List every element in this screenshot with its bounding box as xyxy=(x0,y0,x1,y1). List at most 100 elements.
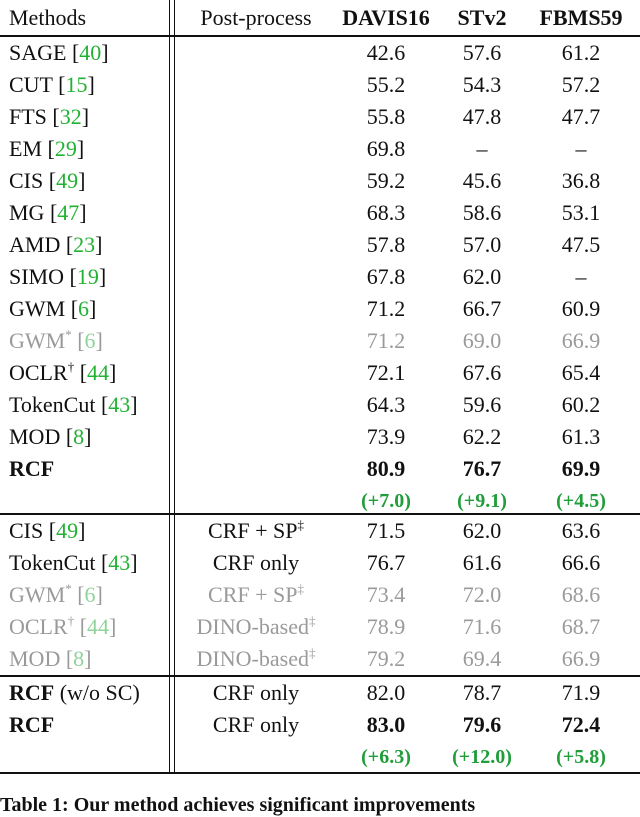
table-row: CUT [15] 55.2 54.3 57.2 xyxy=(0,69,640,101)
citation-number[interactable]: 40 xyxy=(79,40,102,65)
fbms59-value: 68.6 xyxy=(561,582,601,607)
citation-number[interactable]: 29 xyxy=(54,136,77,161)
fbms59-value: 47.7 xyxy=(561,104,601,129)
citation[interactable]: [44] xyxy=(74,360,117,385)
table-row: MG [47] 68.3 58.6 53.1 xyxy=(0,197,640,229)
method-marker: * xyxy=(65,327,72,342)
method-cell: FTS [32] xyxy=(9,101,89,133)
method-name: EM xyxy=(9,136,42,161)
citation[interactable]: [49] xyxy=(43,168,86,193)
citation-number[interactable]: 43 xyxy=(108,550,131,575)
method-cell: RCF xyxy=(9,709,54,741)
citation-number[interactable]: 8 xyxy=(73,424,85,449)
stv2-value: 62.2 xyxy=(462,424,502,449)
stv2-value: 45.6 xyxy=(462,168,502,193)
method-name: CIS xyxy=(9,518,44,543)
method-name: GWM xyxy=(9,328,66,353)
table-row: CIS [49] 59.2 45.6 36.8 xyxy=(0,165,640,197)
citation-number[interactable]: 44 xyxy=(87,614,110,639)
citation[interactable]: [8] xyxy=(60,646,92,671)
rule-header-bottom xyxy=(0,35,640,37)
method-name: RCF xyxy=(9,712,55,737)
citation-number[interactable]: 15 xyxy=(65,72,88,97)
method-cell: CIS [49] xyxy=(9,515,85,547)
davis16-value: 73.4 xyxy=(366,582,406,607)
table-row: TokenCut [43] 64.3 59.6 60.2 xyxy=(0,389,640,421)
stv2-value: 69.4 xyxy=(462,646,502,671)
citation-number[interactable]: 6 xyxy=(78,296,90,321)
davis16-value: 67.8 xyxy=(366,264,406,289)
citation-number[interactable]: 49 xyxy=(56,168,79,193)
citation[interactable]: [15] xyxy=(52,72,95,97)
davis16-value: 69.8 xyxy=(366,136,406,161)
stv2-value: 67.6 xyxy=(462,360,502,385)
post-process-text: CRF only xyxy=(212,550,300,575)
method-cell: SIMO [19] xyxy=(9,261,106,293)
table-row: FTS [32] 55.8 47.8 47.7 xyxy=(0,101,640,133)
stv2-value: 62.0 xyxy=(462,264,502,289)
stv2-value: 57.6 xyxy=(462,40,502,65)
method-name: SAGE xyxy=(9,40,67,65)
header-methods: Methods xyxy=(9,5,86,30)
header-fbms59: FBMS59 xyxy=(539,5,623,30)
citation[interactable]: [32] xyxy=(46,104,90,129)
post-process-text: CRF only xyxy=(212,712,300,737)
citation[interactable]: [29] xyxy=(42,136,85,161)
method-cell: MOD [8] xyxy=(9,421,92,453)
method-name: FTS xyxy=(9,104,47,129)
citation-number[interactable]: 49 xyxy=(56,518,79,543)
fbms59-value: – xyxy=(575,264,587,289)
table-caption: Table 1: Our method achieves significant… xyxy=(0,794,476,816)
citation[interactable]: [6] xyxy=(71,328,103,353)
stv2-value: 57.0 xyxy=(462,232,502,257)
table-row: AMD [23] 57.8 57.0 47.5 xyxy=(0,229,640,261)
table-row: SIMO [19] 67.8 62.0 – xyxy=(0,261,640,293)
davis16-value: 82.0 xyxy=(366,680,406,705)
citation[interactable]: [43] xyxy=(95,392,138,417)
method-name: GWM xyxy=(9,582,66,607)
citation[interactable]: [43] xyxy=(95,550,138,575)
citation-number[interactable]: 44 xyxy=(87,360,110,385)
citation[interactable]: [6] xyxy=(71,582,103,607)
citation-number[interactable]: 43 xyxy=(108,392,131,417)
post-process-text: DINO-based xyxy=(196,646,309,671)
fbms59-value: 61.3 xyxy=(561,424,601,449)
citation[interactable]: [40] xyxy=(66,40,109,65)
method-cell: CIS [49] xyxy=(9,165,85,197)
davis16-value: 79.2 xyxy=(366,646,406,671)
davis16-value: (+7.0) xyxy=(361,490,411,512)
method-cell: CUT [15] xyxy=(9,69,95,101)
post-process-text: CRF + SP xyxy=(208,518,298,543)
citation[interactable]: [47] xyxy=(44,200,87,225)
rule-section-divider xyxy=(0,513,640,515)
method-cell: SAGE [40] xyxy=(9,37,109,69)
citation[interactable]: [23] xyxy=(60,232,103,257)
citation-number[interactable]: 19 xyxy=(76,264,99,289)
citation[interactable]: [8] xyxy=(60,424,92,449)
citation[interactable]: [49] xyxy=(43,518,86,543)
citation[interactable]: [6] xyxy=(65,296,97,321)
table-row: EM [29] 69.8 – – xyxy=(0,133,640,165)
citation-number[interactable]: 47 xyxy=(57,200,80,225)
method-name: TokenCut xyxy=(9,550,96,575)
citation-number[interactable]: 23 xyxy=(73,232,96,257)
stv2-value: 79.6 xyxy=(462,712,502,737)
stv2-value: 76.7 xyxy=(462,456,502,481)
citation[interactable]: [44] xyxy=(74,614,117,639)
table-row: OCLR† [44] 72.1 67.6 65.4 xyxy=(0,357,640,389)
method-name: SIMO xyxy=(9,264,65,289)
citation-number[interactable]: 8 xyxy=(73,646,85,671)
fbms59-value: 63.6 xyxy=(561,518,601,543)
citation-number[interactable]: 6 xyxy=(84,328,96,353)
post-process-marker: ‡ xyxy=(308,613,316,628)
davis16-value: 55.2 xyxy=(366,72,406,97)
citation[interactable]: [19] xyxy=(64,264,107,289)
method-name: CIS xyxy=(9,168,44,193)
method-name: RCF xyxy=(9,456,55,481)
citation-number[interactable]: 6 xyxy=(84,582,96,607)
header-stv2: STv2 xyxy=(457,5,507,30)
fbms59-value: 47.5 xyxy=(561,232,601,257)
davis16-value: 73.9 xyxy=(366,424,406,449)
citation-number[interactable]: 32 xyxy=(59,104,82,129)
fbms59-value: (+5.8) xyxy=(556,746,606,768)
